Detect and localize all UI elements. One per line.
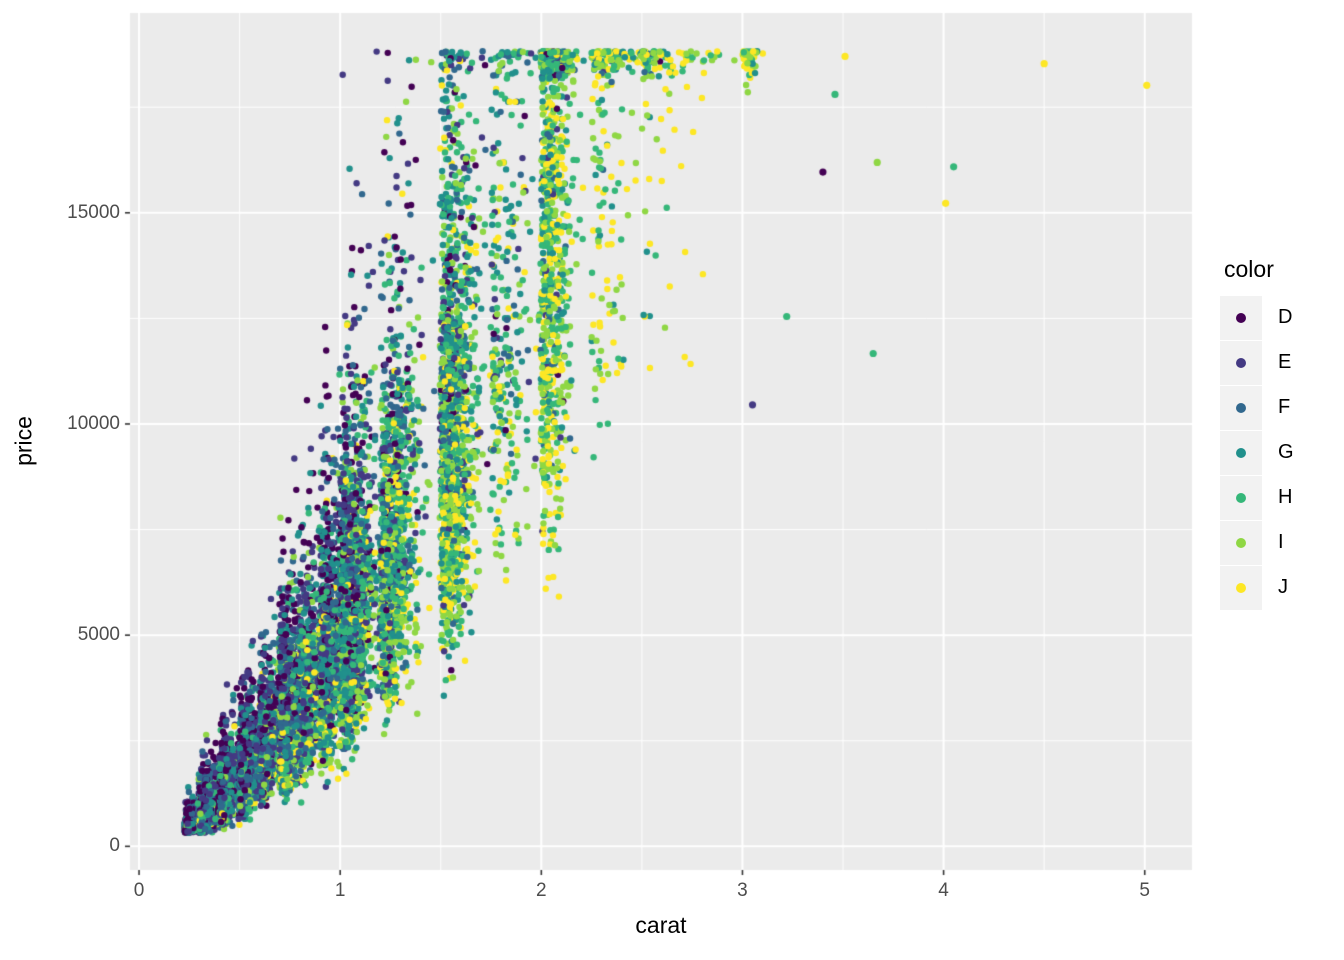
legend-key [1220,520,1262,565]
y-tick-label: 10000 [67,412,120,434]
x-tick-label: 0 [133,880,145,901]
legend-entry: G [1220,430,1294,475]
legend-key [1220,430,1262,475]
x-tick-label: 4 [938,880,949,901]
legend-point-icon [1236,537,1246,548]
legend-point-icon [1236,357,1246,368]
legend-point-icon [1236,582,1246,593]
legend-label: G [1278,441,1294,463]
y-tick-label: 0 [109,835,120,857]
legend-entry: D [1220,295,1294,340]
x-axis-title: carat [635,912,687,938]
y-tick-label: 5000 [77,624,120,646]
legend-entry: J [1220,565,1294,610]
legend-key [1220,475,1262,520]
legend-title: color [1224,256,1274,282]
legend-label: I [1278,531,1284,553]
legend-point-icon [1236,492,1246,503]
x-tick-label: 3 [737,880,748,901]
legend-key [1220,565,1262,610]
legend-key [1220,385,1262,430]
y-tick-label: 15000 [67,201,120,223]
x-tick-label: 1 [334,880,346,901]
legend-point-icon [1236,447,1246,458]
legend-entry: E [1220,340,1294,385]
legend-label: F [1278,396,1291,418]
legend-entry: F [1220,385,1294,430]
legend-entries: D E F G H I J [1220,295,1294,610]
legend-label: E [1278,351,1292,373]
legend-entry: I [1220,520,1294,565]
legend-key [1220,340,1262,385]
legend-label: J [1278,576,1288,598]
x-tick-label: 5 [1139,880,1151,901]
legend-point-icon [1236,402,1246,413]
legend-key [1220,295,1262,340]
legend: color D E F G H I J [1220,256,1294,610]
legend-label: D [1278,306,1293,328]
legend-entry: H [1220,475,1294,520]
x-tick-label: 2 [536,880,547,901]
legend-label: H [1278,486,1293,508]
legend-point-icon [1236,312,1246,323]
y-axis-title: price [10,416,37,466]
